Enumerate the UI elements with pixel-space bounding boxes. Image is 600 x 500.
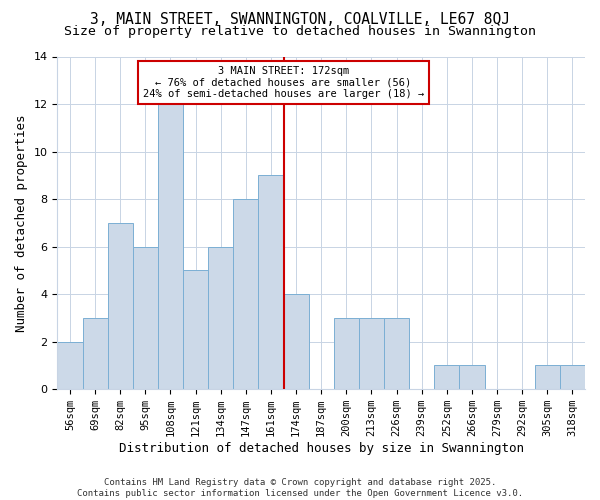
- Text: Contains HM Land Registry data © Crown copyright and database right 2025.
Contai: Contains HM Land Registry data © Crown c…: [77, 478, 523, 498]
- Y-axis label: Number of detached properties: Number of detached properties: [15, 114, 28, 332]
- Bar: [434, 366, 460, 389]
- Bar: [208, 246, 233, 389]
- Bar: [384, 318, 409, 389]
- Bar: [334, 318, 359, 389]
- Bar: [158, 104, 183, 389]
- Text: 3 MAIN STREET: 172sqm
← 76% of detached houses are smaller (56)
24% of semi-deta: 3 MAIN STREET: 172sqm ← 76% of detached …: [143, 66, 424, 99]
- Bar: [233, 199, 259, 389]
- Bar: [107, 223, 133, 389]
- Bar: [284, 294, 308, 389]
- Bar: [259, 176, 284, 389]
- Bar: [535, 366, 560, 389]
- Bar: [359, 318, 384, 389]
- Bar: [560, 366, 585, 389]
- Bar: [183, 270, 208, 389]
- Text: Size of property relative to detached houses in Swannington: Size of property relative to detached ho…: [64, 25, 536, 38]
- X-axis label: Distribution of detached houses by size in Swannington: Distribution of detached houses by size …: [119, 442, 524, 455]
- Bar: [83, 318, 107, 389]
- Bar: [133, 246, 158, 389]
- Bar: [58, 342, 83, 389]
- Bar: [460, 366, 485, 389]
- Text: 3, MAIN STREET, SWANNINGTON, COALVILLE, LE67 8QJ: 3, MAIN STREET, SWANNINGTON, COALVILLE, …: [90, 12, 510, 28]
